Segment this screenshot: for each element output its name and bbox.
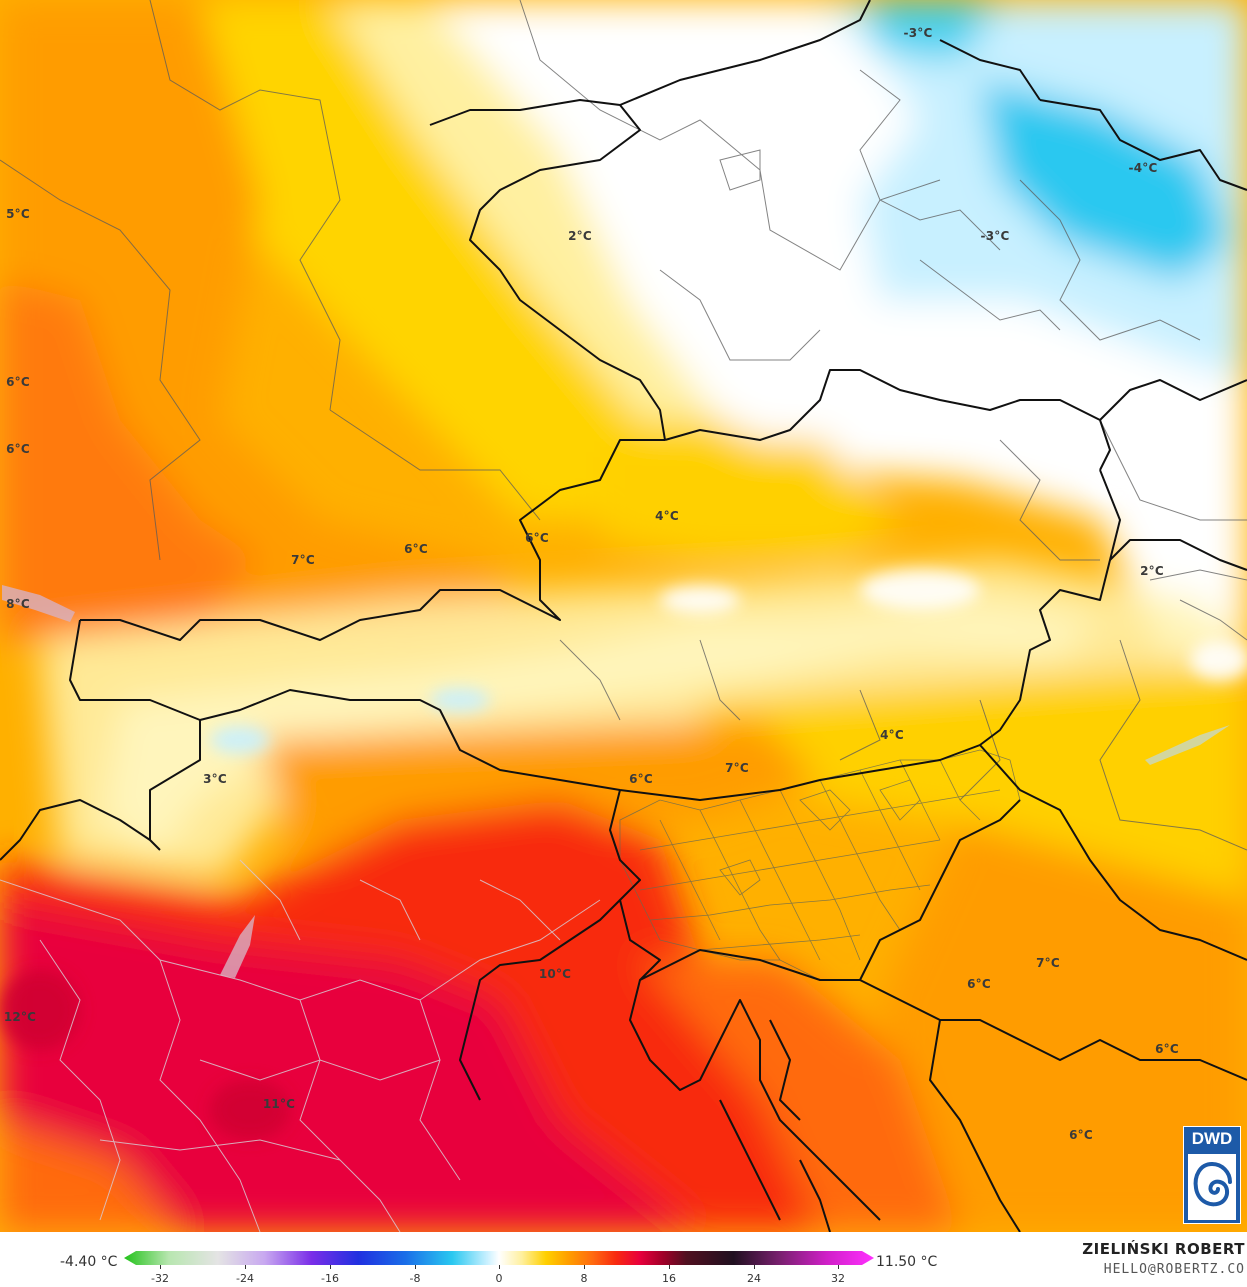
dwd-logo: DWD [1183,1126,1241,1224]
temperature-label: -4°C [1128,161,1158,175]
author-email: HELLO@ROBERTZ.CO [1103,1262,1245,1277]
min-value-label: -4.40 °C [60,1254,118,1270]
tick-label: -8 [409,1272,421,1285]
temperature-label: 7°C [291,553,315,567]
temperature-label: 6°C [525,531,549,545]
temperature-label: -3°C [980,229,1010,243]
temperature-label: 12°C [3,1010,37,1024]
temperature-label: 6°C [404,542,428,556]
tick-label: 0 [495,1272,503,1285]
tick-label: -16 [321,1272,339,1285]
temperature-label: 6°C [1069,1128,1093,1142]
temperature-label: 6°C [1155,1042,1179,1056]
tick-mark [499,1265,500,1269]
tick-mark [669,1265,670,1269]
dwd-logo-text: DWD [1191,1129,1233,1148]
temperature-label: 8°C [6,597,30,611]
temperature-label: 7°C [1036,956,1060,970]
temperature-label: 11°C [262,1097,296,1111]
tick-label: 8 [580,1272,588,1285]
tick-label: 16 [662,1272,676,1285]
temperature-label: 10°C [538,967,572,981]
temperature-label: 5°C [6,207,30,221]
temperature-label: 3°C [203,772,227,786]
color-scale-bar [124,1251,874,1265]
tick-label: -24 [236,1272,254,1285]
temperature-map: -3°C -4°C -3°C 2°C 5°C 6°C 6°C 4°C 6°C 7… [0,0,1247,1232]
temperature-label: 4°C [880,728,904,742]
tick-label: 24 [747,1272,761,1285]
temperature-label: 2°C [1140,564,1164,578]
tick-label: 32 [831,1272,845,1285]
temperature-label: 2°C [568,229,592,243]
temperature-label: 6°C [967,977,991,991]
tick-mark [415,1265,416,1269]
temperature-label: 6°C [6,375,30,389]
tick-mark [245,1265,246,1269]
tick-mark [160,1265,161,1269]
tick-label: -32 [151,1272,169,1285]
swirl-icon [1188,1154,1236,1220]
tick-mark [754,1265,755,1269]
max-value-label: 11.50 °C [876,1254,938,1270]
temperature-label: 7°C [725,761,749,775]
tick-mark [584,1265,585,1269]
temperature-field [0,0,1247,1232]
temperature-label: 6°C [629,772,653,786]
tick-mark [330,1265,331,1269]
temperature-label: -3°C [903,26,933,40]
temperature-label: 4°C [655,509,679,523]
tick-mark [838,1265,839,1269]
author-credit: ZIELIŃSKI ROBERT [1082,1240,1245,1258]
temperature-label: 6°C [6,442,30,456]
